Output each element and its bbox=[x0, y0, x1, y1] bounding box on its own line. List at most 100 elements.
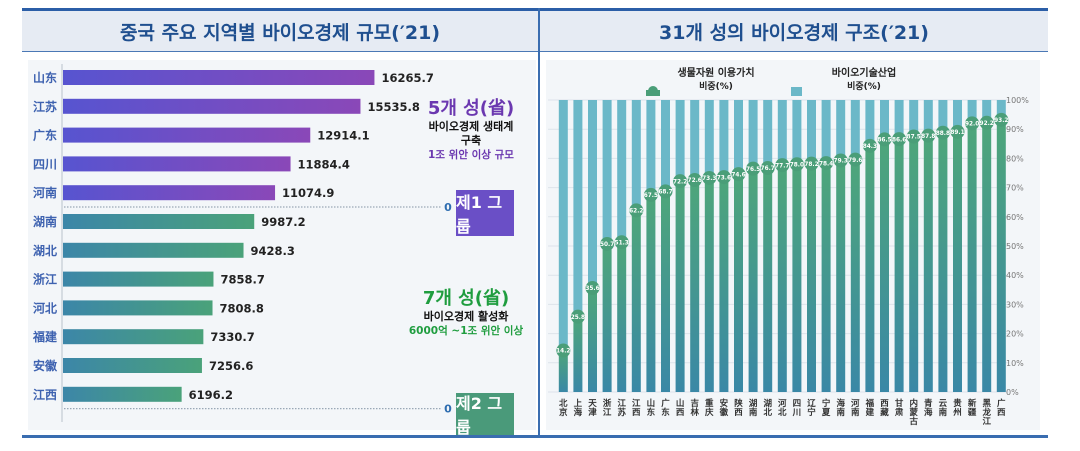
category-label: 安徽 bbox=[33, 358, 58, 373]
value-label: 11884.4 bbox=[298, 157, 350, 171]
group1-badge: 제1 그룹 bbox=[456, 190, 514, 236]
value-bubble bbox=[556, 343, 571, 358]
y-tick-label: 100% bbox=[1006, 96, 1029, 105]
y-tick-label: 40% bbox=[1006, 271, 1024, 280]
bar-biotech-重庆 bbox=[704, 100, 714, 178]
bar-bioresource-吉林 bbox=[690, 180, 700, 392]
value-label: 9987.2 bbox=[261, 215, 305, 229]
group2-badge: 제2 그룹 bbox=[456, 393, 514, 437]
value-label: 92.0 bbox=[965, 122, 979, 128]
value-label: 76.7 bbox=[761, 166, 775, 172]
category-label: 吉 bbox=[690, 398, 699, 409]
group2-count: 7개 성(省) bbox=[422, 288, 510, 309]
bar-bioresource-新疆 bbox=[967, 123, 977, 393]
bar-biotech-北京 bbox=[558, 100, 568, 351]
value-bubble bbox=[892, 132, 907, 147]
category-label: 苏 bbox=[617, 407, 626, 418]
bar-bioresource-云南 bbox=[938, 132, 948, 392]
left-bottom-rule bbox=[22, 435, 538, 438]
legend-label-1b: 비중(%) bbox=[699, 80, 733, 92]
category-label: 湖 bbox=[749, 398, 758, 409]
value-bubble bbox=[994, 112, 1009, 127]
category-label: 江 bbox=[617, 398, 626, 409]
value-label: 76.5 bbox=[746, 167, 760, 173]
y-tick-label: 0% bbox=[1006, 388, 1019, 397]
value-label: 74.6 bbox=[731, 172, 745, 178]
category-label: 山 bbox=[647, 398, 656, 409]
left-panel-title: 중국 주요 지역별 바이오경제 규모(′21) bbox=[22, 8, 538, 52]
bar-湖南 bbox=[63, 214, 255, 229]
category-label: 夏 bbox=[821, 408, 831, 418]
bar-bioresource-北京 bbox=[558, 350, 568, 392]
bar-bioresource-青海 bbox=[923, 135, 933, 392]
y-tick-label: 70% bbox=[1006, 184, 1024, 193]
bar-biotech-内蒙古 bbox=[909, 100, 919, 137]
bar-biotech-宁夏 bbox=[821, 100, 831, 164]
bar-biotech-江西 bbox=[631, 100, 641, 211]
category-label: 北 bbox=[778, 407, 787, 418]
category-label: 疆 bbox=[968, 407, 977, 418]
bar-biotech-贵州 bbox=[953, 100, 962, 132]
bar-bioresource-江西 bbox=[631, 210, 641, 392]
bar-江苏 bbox=[63, 98, 361, 114]
structure-bar-chart: 0% 10% 20% 30% 40% 50% 60% 70% 80% 90% 100% 생물자원 이용… bbox=[548, 66, 1029, 427]
category-label: 湖南 bbox=[33, 214, 57, 229]
bar-biotech-甘肃 bbox=[894, 100, 904, 140]
value-label: 92.2 bbox=[980, 121, 994, 127]
bar-四川 bbox=[63, 156, 291, 172]
bar-bioresource-上海 bbox=[573, 316, 583, 392]
value-label: 78.0 bbox=[790, 162, 804, 168]
zero-marker: 0 bbox=[444, 403, 452, 416]
bar-biotech-青海 bbox=[923, 100, 933, 136]
category-label: 海 bbox=[924, 407, 933, 418]
bar-bioresource-西藏 bbox=[880, 139, 889, 392]
group1-scale: 1조 위안 이상 규모 bbox=[428, 149, 514, 161]
value-label: 15535.8 bbox=[367, 100, 419, 114]
value-label: 86.5 bbox=[877, 138, 891, 144]
value-label: 68.7 bbox=[658, 190, 672, 196]
right-bottom-rule bbox=[540, 435, 1048, 438]
value-bubble bbox=[570, 309, 585, 324]
category-label: 津 bbox=[588, 407, 597, 418]
bar-bioresource-海南 bbox=[836, 160, 846, 392]
group1-desc-1: 바이오경제 생태계 bbox=[428, 120, 514, 133]
bar-江西 bbox=[63, 386, 182, 402]
value-bubble bbox=[687, 173, 702, 188]
category-label: 广东 bbox=[33, 128, 57, 143]
bar-bioresource-山东 bbox=[646, 194, 656, 392]
value-bubble bbox=[746, 161, 761, 176]
value-label: 73.6 bbox=[717, 175, 731, 181]
value-bubble bbox=[585, 281, 600, 296]
value-label: 9428.3 bbox=[251, 244, 295, 258]
category-label: 浙 bbox=[603, 398, 612, 409]
value-label: 93.2 bbox=[994, 118, 1008, 124]
value-bubble bbox=[731, 167, 746, 182]
value-label: 14.2 bbox=[556, 349, 570, 355]
bar-biotech-浙江 bbox=[602, 100, 612, 244]
bar-biotech-河北 bbox=[777, 100, 787, 166]
category-label: 京 bbox=[559, 407, 568, 418]
value-label: 88.8 bbox=[936, 131, 950, 137]
group2-desc-1: 바이오경제 활성화 bbox=[423, 310, 509, 323]
bar-浙江 bbox=[63, 271, 214, 287]
bar-biotech-陕西 bbox=[734, 100, 743, 175]
left-chart-area: 山东 16265.7 江苏 15535.8 广东 12914.1 四川 11884.4 河南 11… bbox=[28, 60, 536, 430]
category-label: 北 bbox=[559, 398, 568, 409]
bar-河南 bbox=[63, 185, 276, 201]
value-label: 11074.9 bbox=[282, 186, 334, 200]
category-label: 新 bbox=[968, 398, 977, 409]
category-label: 青 bbox=[924, 398, 933, 409]
bar-biotech-海南 bbox=[836, 100, 846, 161]
category-label: 重 bbox=[705, 398, 714, 409]
bar-bioresource-广东 bbox=[661, 191, 670, 392]
value-label: 72.6 bbox=[688, 178, 702, 184]
bar-biotech-天津 bbox=[588, 100, 597, 289]
bar-biotech-湖北 bbox=[763, 100, 773, 169]
category-label: 河北 bbox=[32, 300, 57, 315]
group2-scale: 6000억 ~1조 위안 이상 bbox=[408, 325, 524, 337]
value-bubble bbox=[614, 235, 629, 250]
value-label: 7256.6 bbox=[209, 359, 253, 373]
category-label: 蒙 bbox=[909, 407, 918, 418]
bar-湖北 bbox=[63, 242, 244, 258]
category-label: 江 bbox=[632, 398, 641, 409]
